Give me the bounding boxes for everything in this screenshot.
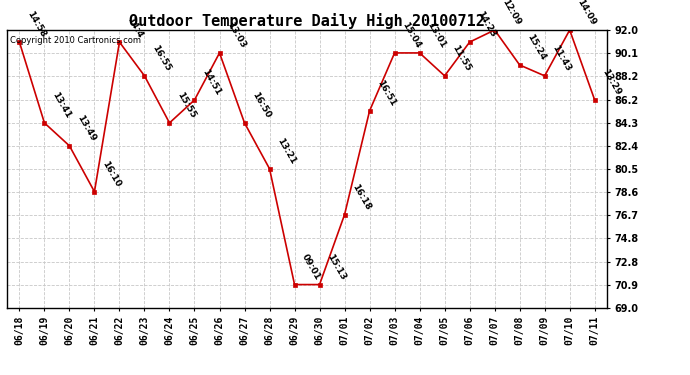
Text: 15:24: 15:24 bbox=[525, 33, 547, 62]
Text: 16:51: 16:51 bbox=[375, 79, 397, 108]
Text: 16:55: 16:55 bbox=[150, 44, 172, 73]
Text: 14:23: 14:23 bbox=[475, 10, 497, 39]
Text: 09:01: 09:01 bbox=[300, 253, 322, 282]
Text: 15:55: 15:55 bbox=[175, 91, 197, 120]
Text: 14:09: 14:09 bbox=[575, 0, 598, 27]
Text: 14:51: 14:51 bbox=[200, 68, 222, 97]
Text: 13:41: 13:41 bbox=[50, 91, 72, 120]
Text: 14:4: 14:4 bbox=[125, 15, 144, 39]
Text: 15:13: 15:13 bbox=[325, 252, 347, 282]
Text: 16:18: 16:18 bbox=[350, 183, 372, 212]
Text: 16:50: 16:50 bbox=[250, 91, 272, 120]
Text: 13:29: 13:29 bbox=[600, 68, 622, 97]
Text: Copyright 2010 Cartronics.com: Copyright 2010 Cartronics.com bbox=[10, 36, 141, 45]
Text: 13:21: 13:21 bbox=[275, 136, 297, 166]
Text: 12:09: 12:09 bbox=[500, 0, 522, 27]
Text: 13:03: 13:03 bbox=[225, 21, 247, 50]
Text: 16:10: 16:10 bbox=[100, 160, 122, 189]
Text: 13:49: 13:49 bbox=[75, 114, 97, 143]
Text: 15:04: 15:04 bbox=[400, 21, 422, 50]
Text: 11:43: 11:43 bbox=[550, 44, 573, 73]
Text: 11:55: 11:55 bbox=[450, 44, 472, 73]
Text: 14:58: 14:58 bbox=[25, 10, 47, 39]
Text: 13:01: 13:01 bbox=[425, 21, 447, 50]
Title: Outdoor Temperature Daily High 20100712: Outdoor Temperature Daily High 20100712 bbox=[129, 13, 485, 29]
